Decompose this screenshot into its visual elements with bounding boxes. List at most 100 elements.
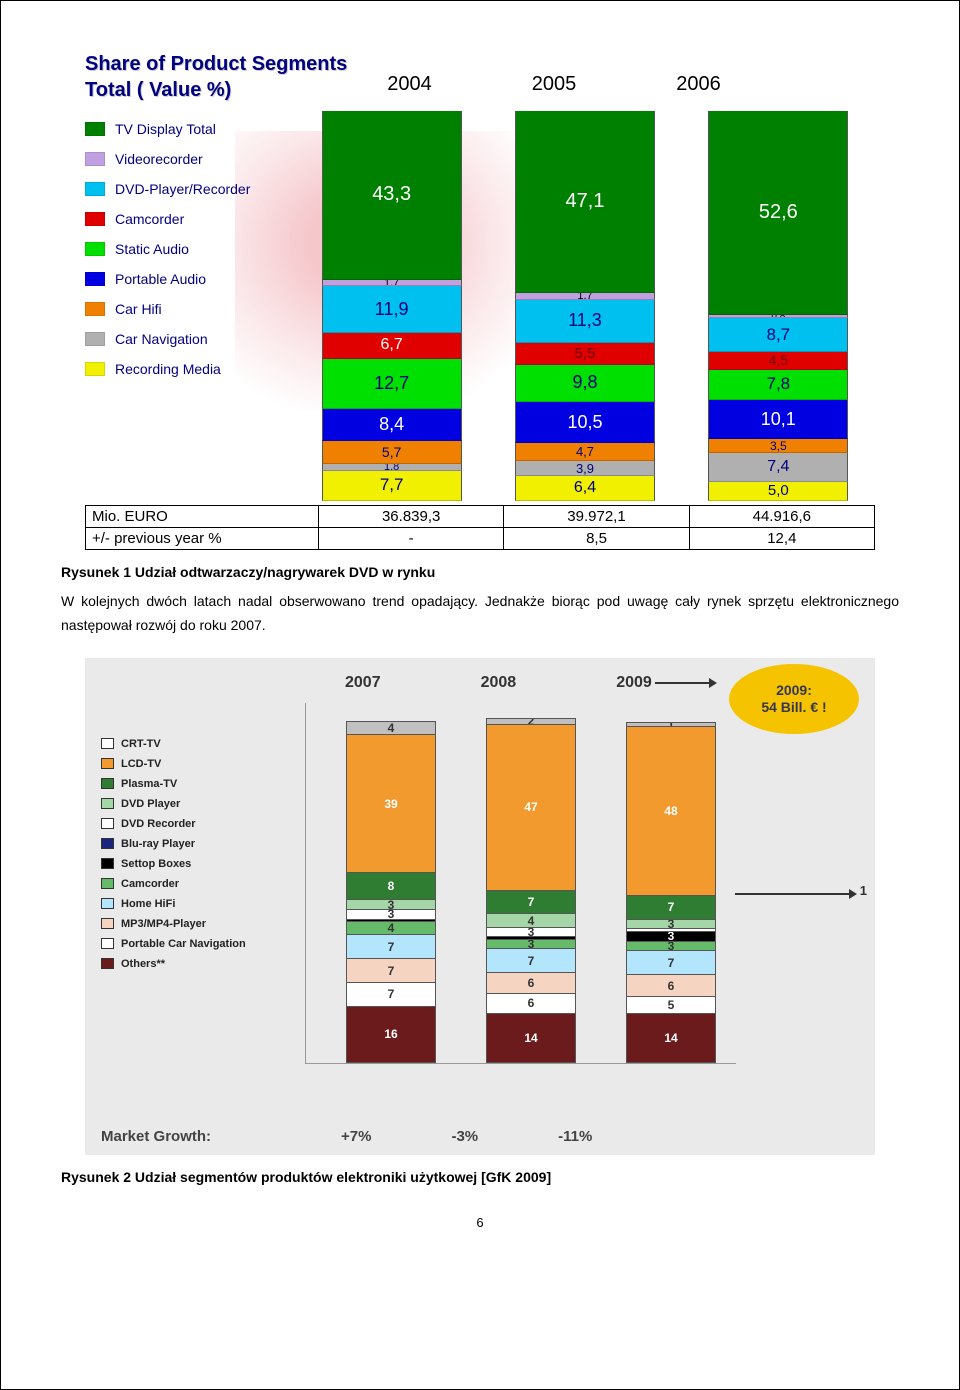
- bar-segment: 7: [346, 958, 436, 983]
- bar-segment: 7: [626, 895, 716, 920]
- legend-label: Home HiFi: [121, 898, 175, 910]
- legend-label: Others**: [121, 958, 165, 970]
- year-label: 2009: [616, 674, 652, 692]
- body-paragraph: W kolejnych dwóch latach nadal obserwowa…: [61, 590, 899, 638]
- legend-label: Portable Audio: [115, 271, 206, 287]
- chart2-bars: 167774338394146673347472145673337481: [305, 703, 736, 1064]
- legend-item: DVD Recorder: [101, 818, 246, 830]
- table-cell: 44.916,6: [689, 506, 874, 528]
- growth-values: +7% -3% -11%: [341, 1128, 592, 1145]
- bar-segment: 4,5: [708, 352, 848, 369]
- legend-swatch: [101, 798, 114, 809]
- chart2: 200720082009 2009: 54 Bill. € ! CRT-TV LC…: [85, 658, 875, 1155]
- legend-swatch: [101, 838, 114, 849]
- legend-swatch: [101, 938, 114, 949]
- bar-segment: 7: [346, 934, 436, 959]
- bar-column: 43,31,711,96,712,78,45,71,87,7: [322, 111, 462, 501]
- legend-label: Videorecorder: [115, 151, 203, 167]
- legend-label: LCD-TV: [121, 758, 161, 770]
- bar-column: 47,11,711,35,59,810,54,73,96,4: [515, 111, 655, 501]
- legend-item: Portable Car Navigation: [101, 938, 246, 950]
- arrow-label: 1: [860, 883, 867, 898]
- legend-item: Plasma-TV: [101, 778, 246, 790]
- table-row: Mio. EURO 36.839,3 39.972,1 44.916,6: [86, 506, 875, 528]
- chart1-legend: TV Display Total Videorecorder DVD-Player/…: [85, 111, 295, 501]
- legend-item: MP3/MP4-Player: [101, 918, 246, 930]
- bar-segment: 3,5: [708, 439, 848, 453]
- legend-item: Car Hifi: [85, 301, 295, 317]
- arrow-icon: [735, 893, 855, 895]
- bar-segment: 11,3: [515, 300, 655, 344]
- bar-segment: 1,7: [322, 280, 462, 287]
- bar-segment: 5,0: [708, 482, 848, 501]
- legend-swatch: [101, 898, 114, 909]
- legend-label: Car Navigation: [115, 331, 208, 347]
- chart1-years: 200420052006: [387, 51, 721, 96]
- chart1: Share of Product Segments Total ( Value …: [85, 51, 875, 550]
- legend-label: Blu-ray Player: [121, 838, 195, 850]
- bar-segment: 43,3: [322, 111, 462, 280]
- badge-line2: 54 Bill. € !: [761, 699, 826, 715]
- year-label: 2005: [532, 73, 577, 96]
- growth-value: -11%: [558, 1128, 592, 1145]
- bar-segment: 47: [486, 724, 576, 891]
- chart1-table: Mio. EURO 36.839,3 39.972,1 44.916,6 +/-…: [85, 505, 875, 550]
- bar-segment: 1,8: [322, 464, 462, 471]
- legend-item: Home HiFi: [101, 898, 246, 910]
- legend-item: DVD-Player/Recorder: [85, 181, 295, 197]
- bar-segment: 7,8: [708, 370, 848, 400]
- bar-segment: 6,4: [515, 476, 655, 501]
- growth-value: -3%: [451, 1128, 478, 1145]
- bar-segment: 8,4: [322, 409, 462, 442]
- bar-segment: 14: [486, 1013, 576, 1063]
- legend-swatch: [101, 758, 114, 769]
- bar-segment: 4: [486, 913, 576, 927]
- bar-segment: 8: [346, 872, 436, 900]
- chart1-title-line2: Total ( Value %): [85, 79, 231, 101]
- growth-value: +7%: [341, 1128, 371, 1145]
- legend-label: Settop Boxes: [121, 858, 191, 870]
- badge-line1: 2009:: [776, 682, 812, 698]
- legend-label: MP3/MP4-Player: [121, 918, 206, 930]
- legend-label: CRT-TV: [121, 738, 161, 750]
- table-cell: 12,4: [689, 528, 874, 550]
- bar-segment: 7: [486, 890, 576, 915]
- bar-segment: 6,7: [322, 333, 462, 359]
- legend-swatch: [101, 858, 114, 869]
- bar-segment: 16: [346, 1006, 436, 1063]
- bar-segment: 14: [626, 1013, 716, 1063]
- chart2-badge: 2009: 54 Bill. € !: [729, 664, 859, 734]
- legend-label: Plasma-TV: [121, 778, 177, 790]
- figure1-caption: Rysunek 1 Udział odtwarzaczy/nagrywarek …: [61, 564, 899, 580]
- bar-segment: 12,7: [322, 359, 462, 409]
- legend-label: Camcorder: [121, 878, 179, 890]
- bar-segment: 39: [346, 734, 436, 872]
- bar-segment: 5,7: [322, 441, 462, 463]
- bar-segment: 5: [626, 996, 716, 1014]
- bar-segment: 5,5: [515, 343, 655, 364]
- page-number: 6: [61, 1215, 899, 1230]
- legend-swatch: [85, 362, 105, 376]
- page: Share of Product Segments Total ( Value …: [0, 0, 960, 1390]
- legend-swatch: [85, 242, 105, 256]
- legend-label: Car Hifi: [115, 301, 162, 317]
- bar-column: 52,60,88,74,57,810,13,57,45,0: [708, 111, 848, 501]
- legend-item: Static Audio: [85, 241, 295, 257]
- legend-label: TV Display Total: [115, 121, 216, 137]
- table-cell: +/- previous year %: [86, 528, 319, 550]
- legend-swatch: [85, 302, 105, 316]
- bar-segment: 7: [346, 982, 436, 1007]
- table-cell: 8,5: [504, 528, 689, 550]
- legend-item: DVD Player: [101, 798, 246, 810]
- table-cell: -: [319, 528, 504, 550]
- legend-label: Static Audio: [115, 241, 189, 257]
- year-label: 2007: [345, 674, 381, 692]
- chart1-title: Share of Product Segments Total ( Value …: [85, 51, 347, 103]
- legend-item: TV Display Total: [85, 121, 295, 137]
- legend-swatch: [85, 332, 105, 346]
- growth-label: Market Growth:: [95, 1128, 311, 1145]
- legend-swatch: [85, 182, 105, 196]
- bar-segment: 7,7: [322, 471, 462, 501]
- chart2-years: 200720082009: [345, 674, 652, 692]
- bar-segment: 10,5: [515, 402, 655, 443]
